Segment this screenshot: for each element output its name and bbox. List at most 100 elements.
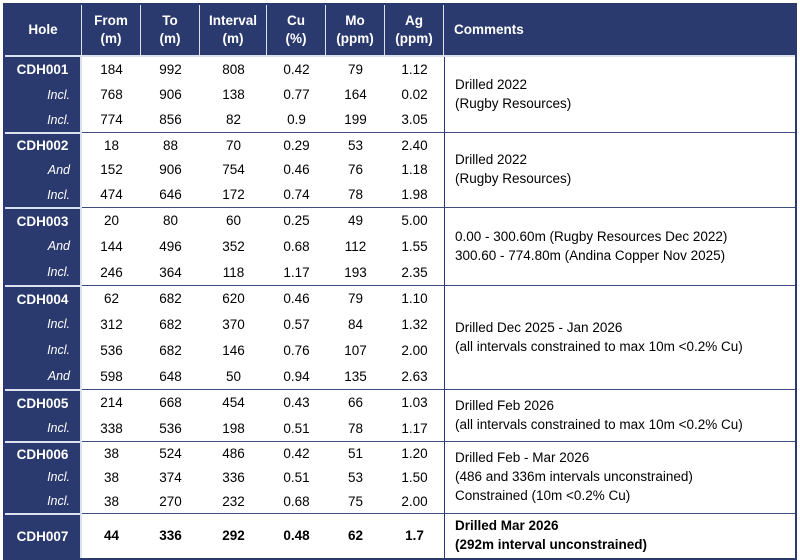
from-cell: 152 xyxy=(82,157,141,182)
comment-line: Drilled Mar 2026 xyxy=(455,518,559,533)
comments-cell: Drilled 2022 (Rugby Resources) xyxy=(444,57,795,132)
table-row: Incl. 474 646 172 0.74 78 1.98 xyxy=(5,182,795,207)
ag-cell: 1.32 xyxy=(385,311,444,337)
mo-cell: 75 xyxy=(326,489,385,513)
mo-cell: 193 xyxy=(326,259,385,285)
hole-id-cell: CDH006 xyxy=(5,441,82,465)
table-row: Incl. 774 856 82 0.9 199 3.05 xyxy=(5,107,795,132)
cu-cell: 0.51 xyxy=(267,465,326,489)
comment-line: (all intervals constrained to max 10m <0… xyxy=(455,416,743,432)
from-cell: 246 xyxy=(82,259,141,285)
interval-cell: 620 xyxy=(200,285,267,311)
interval-cell: 198 xyxy=(200,415,267,441)
ag-cell: 1.98 xyxy=(385,182,444,207)
mo-cell: 79 xyxy=(326,285,385,311)
column-header-label: Mo xyxy=(345,13,365,29)
to-cell: 88 xyxy=(141,132,200,157)
comments-cell: 0.00 - 300.60m (Rugby Resources Dec 2022… xyxy=(444,207,795,285)
sub-interval-label-cell: And xyxy=(5,363,82,389)
ag-cell: 1.18 xyxy=(385,157,444,182)
column-header-label: Hole xyxy=(28,22,58,38)
ag-cell: 3.05 xyxy=(385,107,444,132)
cu-cell: 0.48 xyxy=(267,513,326,558)
interval-cell: 370 xyxy=(200,311,267,337)
from-cell: 536 xyxy=(82,337,141,363)
table-row: CDH006 38 524 486 0.42 51 1.20 Drilled Feb - Ma… xyxy=(5,441,795,513)
table-row: And 598 648 50 0.94 135 2.63 xyxy=(5,363,795,389)
from-cell: 214 xyxy=(82,389,141,415)
to-cell: 364 xyxy=(141,259,200,285)
sub-interval-label-cell: Incl. xyxy=(5,82,82,107)
cu-cell: 0.42 xyxy=(267,57,326,82)
column-header-label: Comments xyxy=(454,22,524,38)
mo-cell: 53 xyxy=(326,465,385,489)
mo-cell: 49 xyxy=(326,207,385,233)
hole-group: CDH006 38 524 486 0.42 51 1.20 Drilled Feb - Ma… xyxy=(5,441,795,513)
cu-cell: 0.94 xyxy=(267,363,326,389)
mo-cell: 84 xyxy=(326,311,385,337)
cu-cell: 0.68 xyxy=(267,233,326,259)
mo-cell: 164 xyxy=(326,82,385,107)
from-cell: 338 xyxy=(82,415,141,441)
comments-cell: Drilled Feb - Mar 2026 (486 and 336m inte… xyxy=(444,441,795,513)
mo-cell: 107 xyxy=(326,337,385,363)
ag-cell: 1.17 xyxy=(385,415,444,441)
sub-interval-label-cell: Incl. xyxy=(5,259,82,285)
to-cell: 524 xyxy=(141,441,200,465)
comment-line: Drilled Feb 2026 xyxy=(455,397,555,413)
ag-cell: 0.02 xyxy=(385,82,444,107)
hole-id-cell: CDH001 xyxy=(5,57,82,82)
comments-cell: Drilled Dec 2025 - Jan 2026 (all interval… xyxy=(444,285,795,389)
table-row: Incl. 38 374 336 0.51 53 1.50 xyxy=(5,465,795,489)
column-header-hole: Hole xyxy=(5,5,82,57)
hole-id-cell: CDH003 xyxy=(5,207,82,233)
table-row: Incl. 768 906 138 0.77 164 0.02 xyxy=(5,82,795,107)
mo-cell: 78 xyxy=(326,415,385,441)
hole-group: CDH003 20 80 60 0.25 49 5.00 0.00 - 300.60m (Ru… xyxy=(5,207,795,285)
ag-cell: 1.50 xyxy=(385,465,444,489)
sub-interval-label-cell: Incl. xyxy=(5,465,82,489)
table-row: CDH001 184 992 808 0.42 79 1.12 Drilled 2022 (Ru… xyxy=(5,57,795,132)
to-cell: 648 xyxy=(141,363,200,389)
column-header-label: Ag xyxy=(405,13,423,29)
to-cell: 992 xyxy=(141,57,200,82)
from-cell: 774 xyxy=(82,107,141,132)
from-cell: 598 xyxy=(82,363,141,389)
column-header-label: Interval xyxy=(208,13,258,29)
column-header-label: To xyxy=(162,13,178,29)
to-cell: 336 xyxy=(141,513,200,558)
comments-cell: Drilled 2022 (Rugby Resources) xyxy=(444,132,795,207)
comment-line: (Rugby Resources) xyxy=(455,95,572,111)
from-cell: 62 xyxy=(82,285,141,311)
ag-cell: 1.7 xyxy=(385,513,444,558)
from-cell: 38 xyxy=(82,465,141,489)
table-row: Incl. 246 364 118 1.17 193 2.35 xyxy=(5,259,795,285)
comment-line: 0.00 - 300.60m (Rugby Resources Dec 2022… xyxy=(455,228,728,244)
comments-cell: Drilled Mar 2026 (292m interval unconstra… xyxy=(444,513,795,558)
from-cell: 44 xyxy=(82,513,141,558)
to-cell: 646 xyxy=(141,182,200,207)
from-cell: 20 xyxy=(82,207,141,233)
cu-cell: 0.74 xyxy=(267,182,326,207)
comment-line: (486 and 336m intervals unconstrained) xyxy=(455,469,693,485)
interval-cell: 754 xyxy=(200,157,267,182)
column-header-to: To (m) xyxy=(141,5,200,57)
ag-cell: 1.10 xyxy=(385,285,444,311)
comment-line: Constrained (10m <0.2% Cu) xyxy=(455,487,631,503)
comment-line: (292m interval unconstrained) xyxy=(455,536,648,552)
comments-cell: Drilled Feb 2026 (all intervals constrain… xyxy=(444,389,795,441)
comment-line: Drilled Dec 2025 - Jan 2026 xyxy=(455,319,623,335)
header-row: Hole From (m) To (m) Interval (m) Cu (%) Mo (ppm) A… xyxy=(5,5,795,57)
from-cell: 184 xyxy=(82,57,141,82)
sub-interval-label-cell: Incl. xyxy=(5,415,82,441)
column-header-unit: (m) xyxy=(159,31,181,46)
mo-cell: 53 xyxy=(326,132,385,157)
interval-cell: 232 xyxy=(200,489,267,513)
table-row: And 144 496 352 0.68 112 1.55 xyxy=(5,233,795,259)
sub-interval-label-cell: And xyxy=(5,233,82,259)
to-cell: 906 xyxy=(141,157,200,182)
table-row: Incl. 312 682 370 0.57 84 1.32 xyxy=(5,311,795,337)
comment-line: (Rugby Resources) xyxy=(455,171,572,186)
cu-cell: 0.29 xyxy=(267,132,326,157)
column-header-label: From xyxy=(94,13,128,29)
